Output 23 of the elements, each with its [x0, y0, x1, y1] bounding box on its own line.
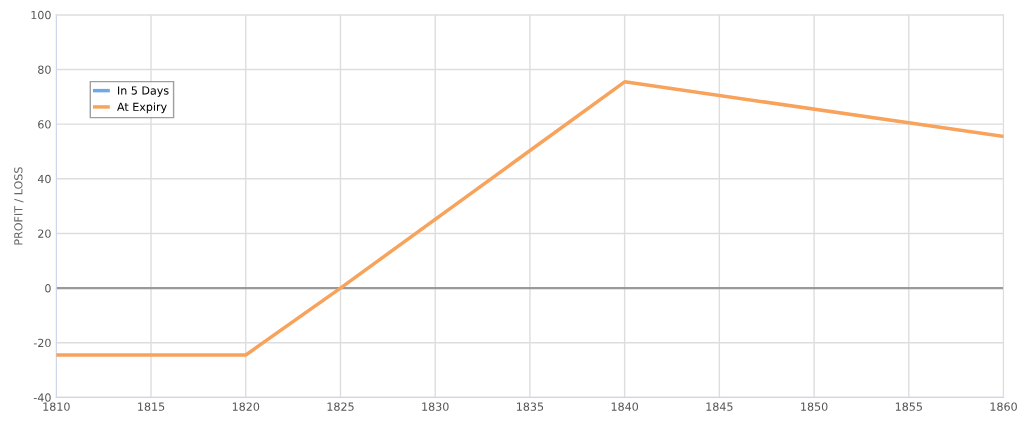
- x-tick-label: 1820: [232, 402, 260, 411]
- x-tick-label: 1835: [517, 402, 544, 411]
- x-tick-label: 1825: [327, 402, 354, 411]
- y-tick-label: 0: [45, 284, 51, 293]
- line-series: [56, 80, 1004, 357]
- x-tick-label: 1830: [422, 402, 449, 411]
- x-tick-label: 1810: [43, 402, 70, 411]
- x-tick-label: 1850: [801, 402, 828, 411]
- x-tick-label: 1840: [611, 402, 639, 411]
- x-tick-label: 1855: [895, 402, 922, 411]
- x-tick-label: 1815: [138, 402, 165, 411]
- y-tick-label: 60: [38, 120, 51, 129]
- x-tick-label: 1860: [990, 402, 1017, 411]
- y-tick-label: -40: [33, 393, 51, 402]
- y-tick-label: 80: [38, 65, 51, 74]
- y-tick-label: 40: [37, 174, 51, 184]
- y-tick-label: 20: [38, 229, 51, 238]
- legend-label: At Expiry: [117, 102, 167, 114]
- y-tick-label: -20: [33, 338, 51, 348]
- y-tick-label: 100: [31, 10, 51, 20]
- y-axis-title: PROFIT / LOSS: [14, 167, 24, 245]
- x-tick-label: 1845: [706, 402, 733, 411]
- legend-label: In 5 Days: [118, 86, 169, 97]
